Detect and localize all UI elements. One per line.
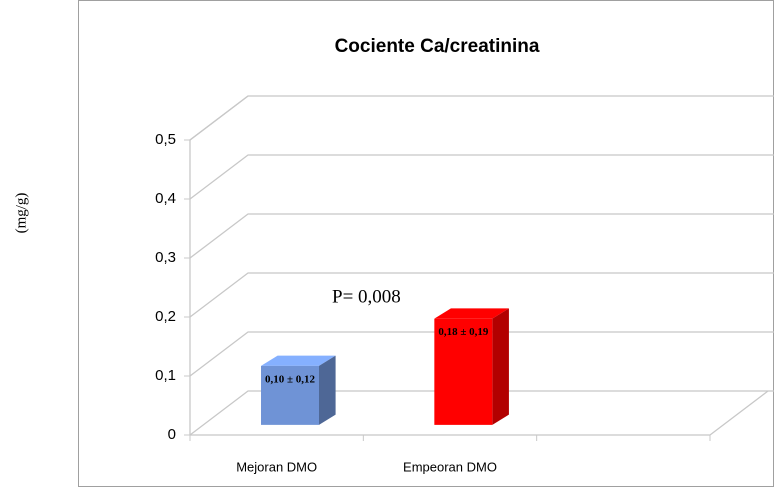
x-tick-label: Mejoran DMO [236,459,317,474]
y-tick-label: 0,4 [155,190,176,207]
y-tick-label: 0 [168,426,176,443]
bar-top [261,355,336,366]
y-tick-label: 0,5 [155,131,176,148]
bar-top [434,308,509,319]
grid-line [189,95,774,141]
bar [434,308,509,425]
bar [261,355,336,425]
grid-line [189,213,774,259]
grid-line [189,331,774,377]
y-tick-label: 0,1 [155,367,176,384]
chart-frame [78,0,774,487]
value-label: 0,10 ± 0,12 [265,373,316,385]
chart-title: Cociente Ca/creatinina [335,36,540,57]
y-axis-label: (mg/g) [13,193,29,234]
y-tick-label: 0,2 [155,308,176,325]
grid-line [189,154,774,200]
bar-side [492,308,509,425]
bar-front [261,365,320,425]
bar-front [434,318,493,425]
x-tick-label: Empeoran DMO [403,459,497,474]
y-tick-label: 0,3 [155,249,176,266]
grid-line [189,390,774,436]
bar-side [319,355,336,425]
value-label: 0,18 ± 0,19 [438,326,489,338]
annotation: P= 0,008 [332,286,401,307]
grid-line [189,272,774,318]
